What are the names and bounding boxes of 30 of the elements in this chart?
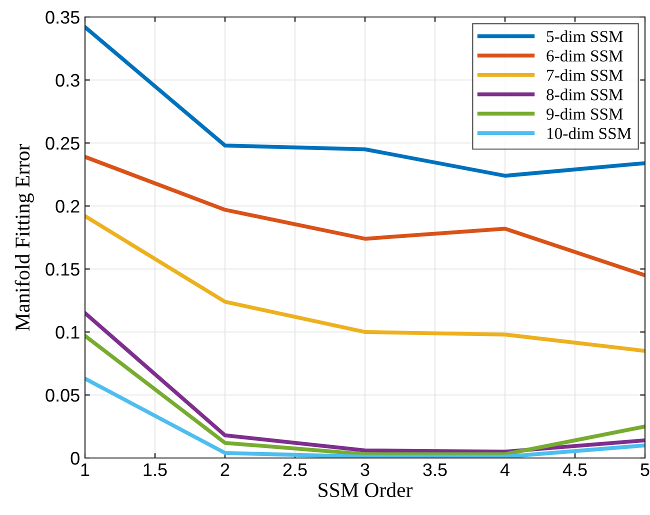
y-tick-label: 0.05	[46, 388, 80, 402]
x-tick-label: 1.5	[144, 464, 167, 476]
y-axis-title: Manifold Fitting Error	[14, 144, 34, 331]
y-tick-label: 0	[70, 452, 80, 465]
legend-label: 10-dim SSM	[547, 127, 632, 140]
x-tick-label: 2	[220, 463, 230, 476]
legend-label: 9-dim SSM	[546, 108, 623, 120]
y-tick-label: 0.1	[56, 326, 80, 339]
y-tick-label: 0.15	[46, 262, 80, 276]
x-tick-label: 3	[360, 463, 370, 476]
legend-label: 8-dim SSM	[546, 88, 623, 100]
line-series	[85, 25, 645, 178]
x-tick-label: 3.5	[423, 463, 447, 476]
x-tick-label: 2.5	[283, 463, 307, 476]
x-tick-label: 5	[640, 464, 650, 476]
legend-label: 7-dim SSM	[547, 69, 623, 81]
legend-label: 6-dim SSM	[546, 50, 623, 62]
line-series	[85, 154, 645, 278]
x-tick-label: 1	[81, 464, 90, 476]
line-series	[85, 214, 645, 353]
y-tick-label: 0.3	[56, 74, 80, 87]
line-series	[85, 311, 645, 454]
line-series	[85, 334, 645, 456]
x-tick-label: 4.5	[562, 464, 587, 476]
x-axis-title: SSM Order	[318, 482, 413, 498]
y-tick-label: 0.2	[56, 200, 80, 213]
y-tick-label: 0.35	[46, 10, 80, 24]
y-tick-label: 0.25	[46, 136, 80, 150]
x-tick-label: 4	[500, 464, 510, 476]
legend-label: 5-dim SSM	[546, 30, 623, 42]
